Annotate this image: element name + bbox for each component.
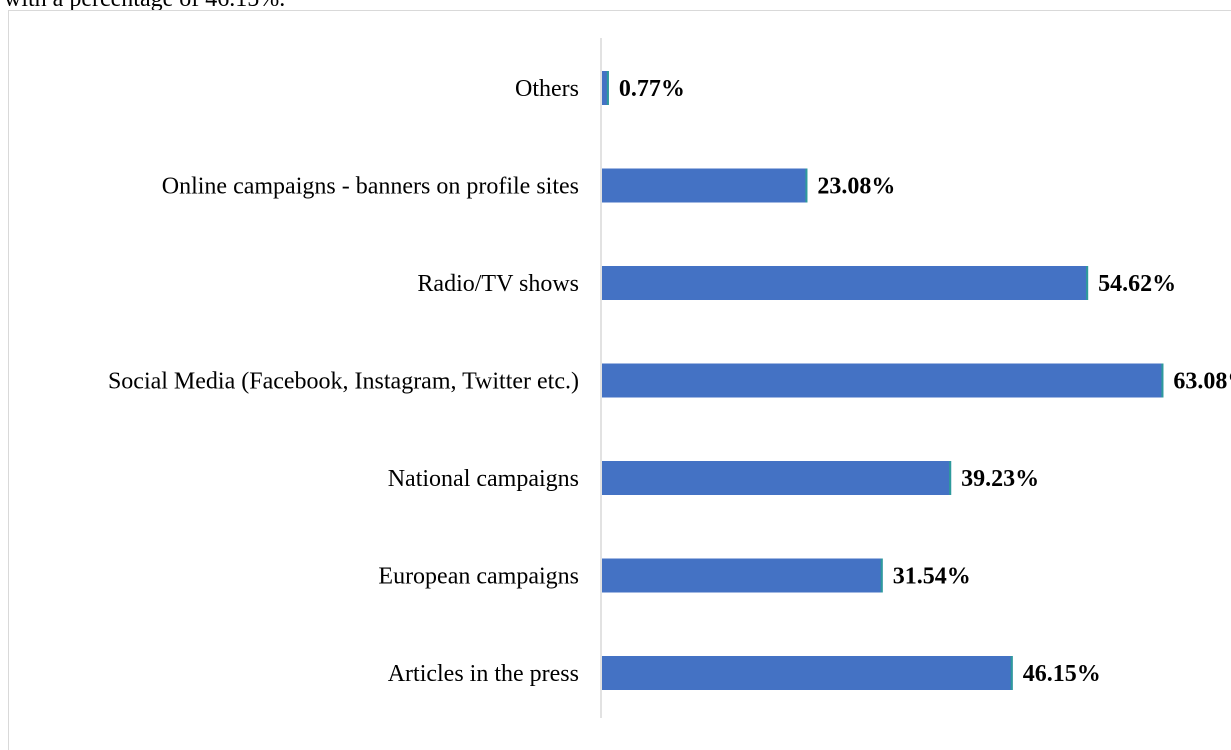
- bar-end-edge: [805, 168, 808, 203]
- category-label: Social Media (Facebook, Instagram, Twitt…: [108, 369, 579, 395]
- bar-end-edge: [1161, 363, 1164, 398]
- bar: [602, 363, 1164, 398]
- bars-group: Others 0.77% Online campaigns - banners on…: [108, 71, 1231, 690]
- category-label: Others: [515, 76, 579, 102]
- value-label: 54.62%: [1098, 271, 1176, 297]
- value-label: 23.08%: [817, 174, 895, 200]
- bar: [602, 266, 1089, 300]
- bar-end-edge: [606, 71, 609, 105]
- category-label: Radio/TV shows: [417, 271, 579, 297]
- value-label: 46.15%: [1023, 661, 1101, 687]
- bar-end-edge: [949, 461, 952, 495]
- value-label: 31.54%: [893, 564, 971, 590]
- bar: [602, 168, 808, 203]
- value-label: 39.23%: [961, 466, 1039, 492]
- bar: [602, 71, 609, 105]
- value-label: 0.77%: [619, 76, 685, 102]
- bar: [602, 461, 952, 495]
- bar: [602, 656, 1013, 690]
- chart-frame: [8, 10, 1231, 750]
- category-label: Articles in the press: [388, 661, 579, 687]
- category-label: National campaigns: [388, 466, 579, 492]
- bar: [602, 558, 883, 593]
- category-label: Online campaigns - banners on profile si…: [162, 174, 579, 200]
- value-label: 63.08%: [1173, 369, 1231, 395]
- category-label: European campaigns: [378, 564, 579, 590]
- bar-end-edge: [1010, 656, 1013, 690]
- bar-end-edge: [880, 558, 883, 593]
- bar-end-edge: [1086, 266, 1089, 300]
- intro-text-fragment: with a percentage of 46.15%.: [4, 0, 285, 13]
